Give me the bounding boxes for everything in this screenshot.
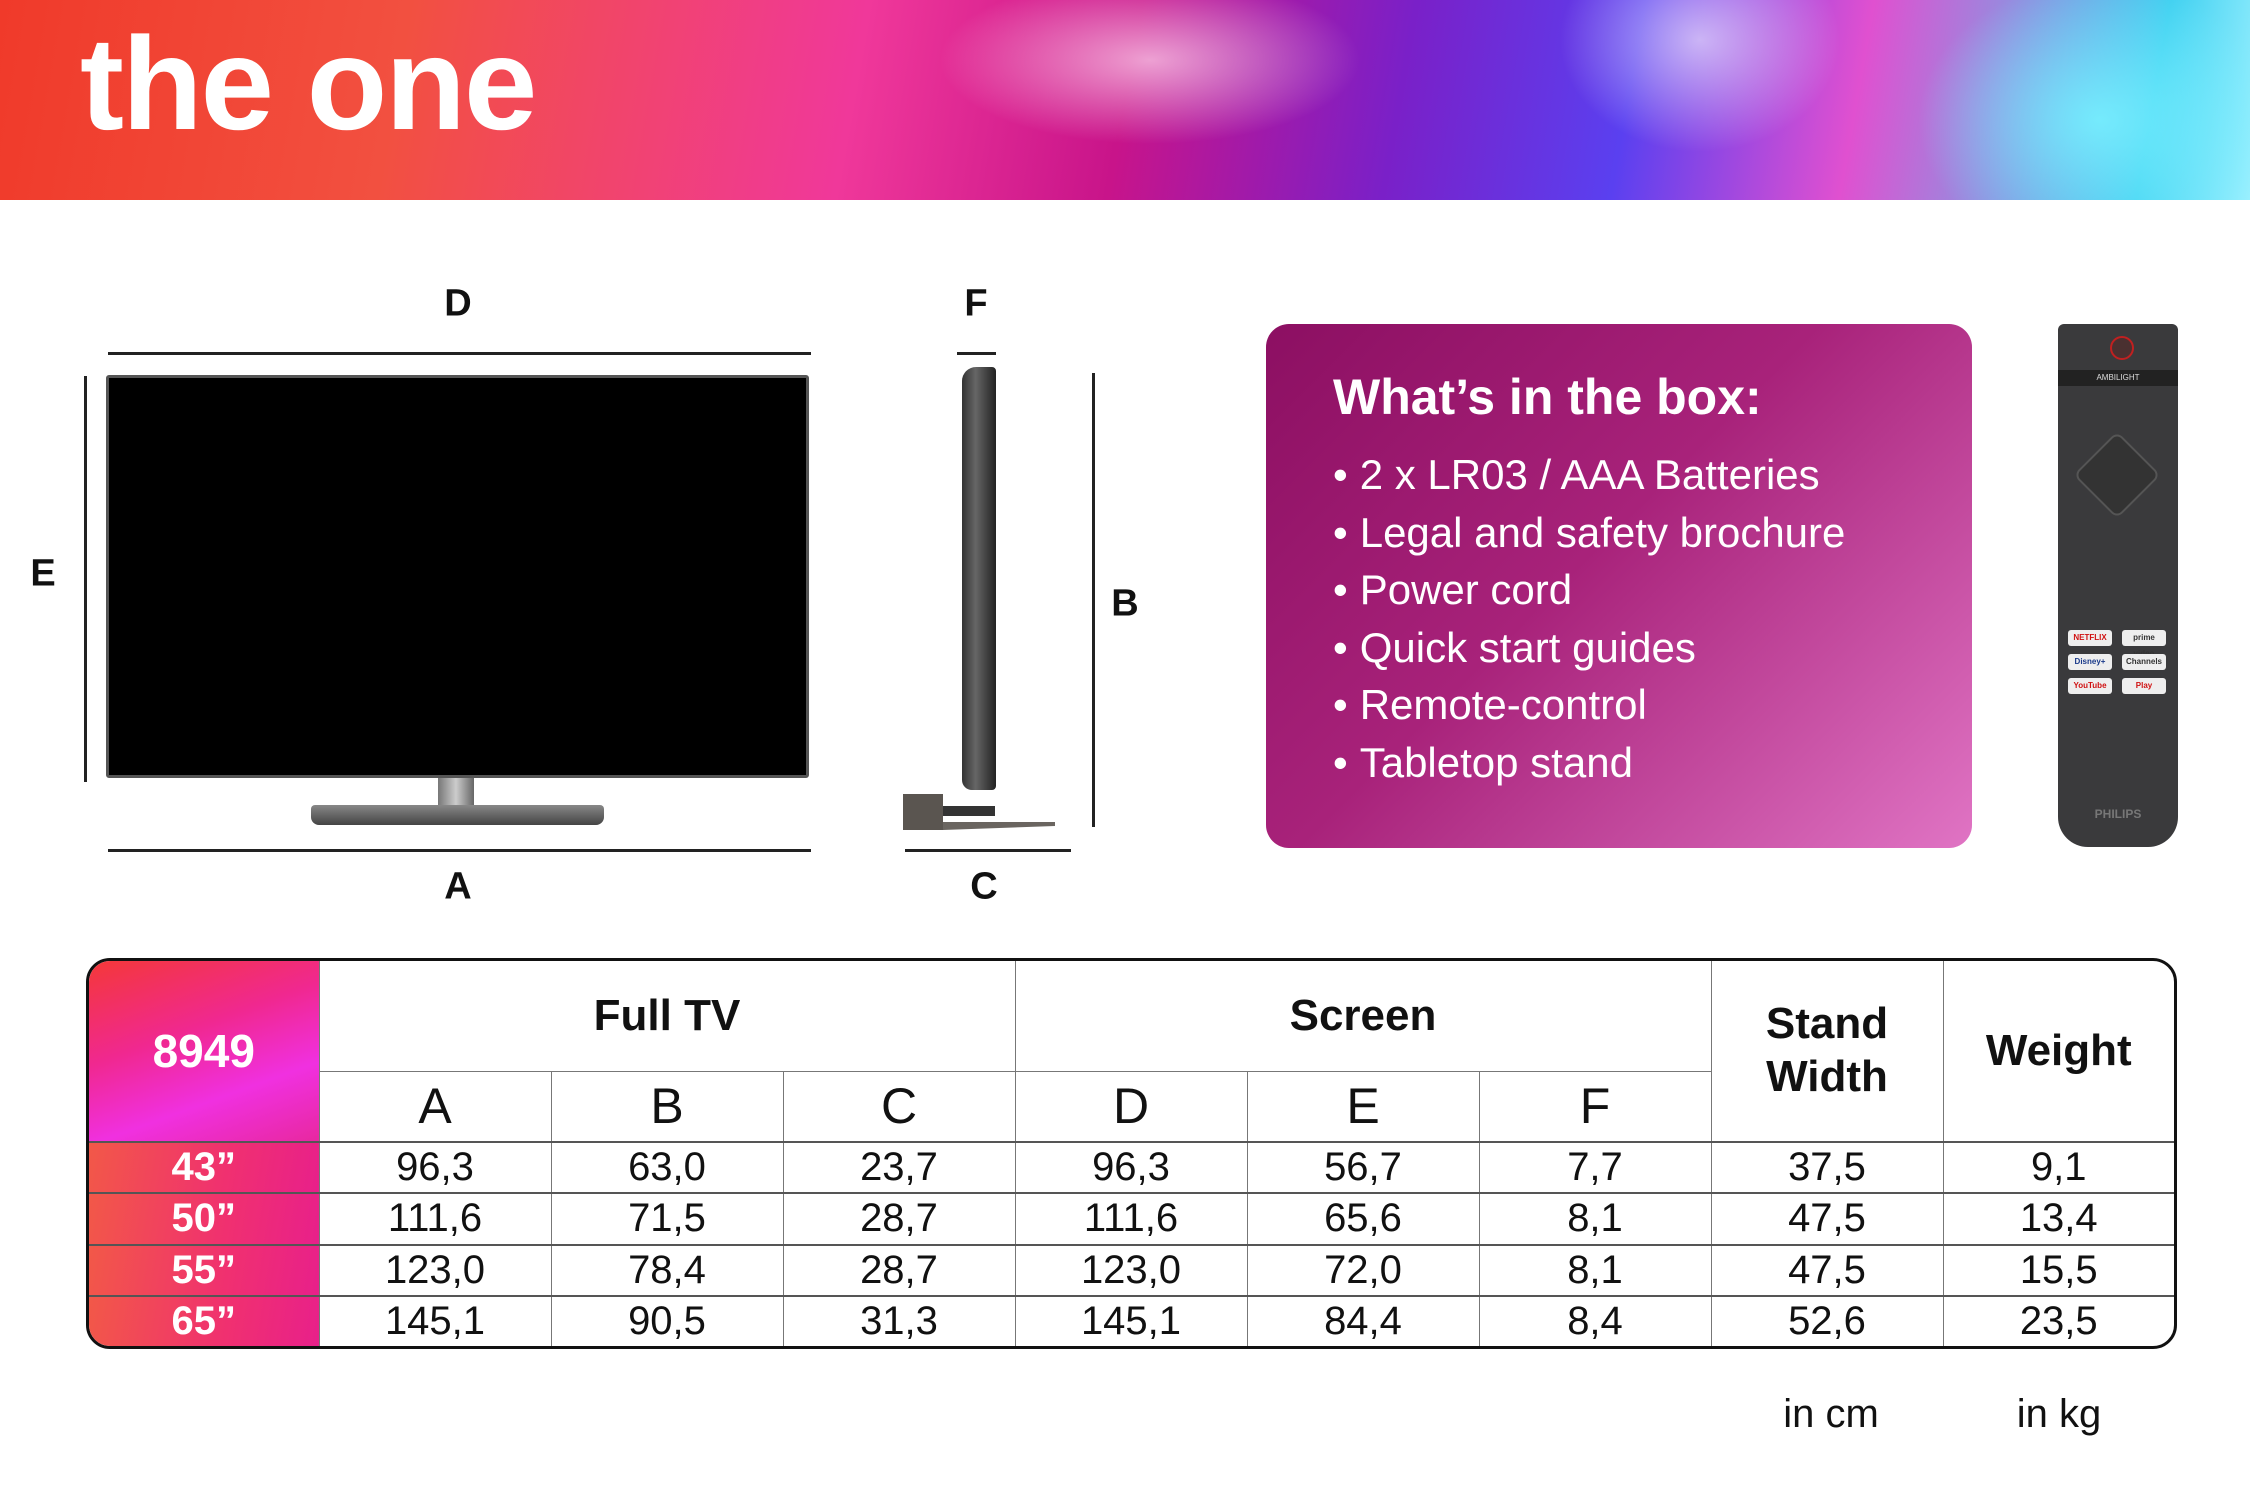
row-size: 55” xyxy=(89,1243,320,1297)
table-cell: 111,6 xyxy=(1014,1192,1248,1246)
app-button-youtube: YouTube xyxy=(2068,678,2112,694)
box-title: What’s in the box: xyxy=(1333,369,1762,425)
label-d: D xyxy=(444,282,472,325)
table-cell: 9,1 xyxy=(1942,1141,2174,1194)
tv-stand-base xyxy=(311,805,604,825)
table-cell: 13,4 xyxy=(1942,1192,2174,1246)
table-cell: 28,7 xyxy=(782,1243,1016,1297)
table-row: 65” 145,1 90,5 31,3 145,1 84,4 8,4 52,6 23,5 xyxy=(89,1294,2174,1346)
table-cell: 28,7 xyxy=(782,1192,1016,1246)
table-cell: 23,7 xyxy=(782,1141,1016,1194)
model-number: 8949 xyxy=(89,961,319,1143)
col-header-a: A xyxy=(318,1070,552,1143)
label-c: C xyxy=(970,865,998,908)
app-button-play: Play xyxy=(2122,678,2166,694)
table-cell: 37,5 xyxy=(1710,1141,1944,1194)
table-cell: 72,0 xyxy=(1246,1243,1480,1297)
dimension-line-a xyxy=(108,849,811,852)
group-screen: Screen xyxy=(1014,961,1712,1072)
tv-side-profile xyxy=(962,367,996,790)
table-cell: 47,5 xyxy=(1710,1192,1944,1246)
table-cell: 8,4 xyxy=(1478,1294,1712,1346)
table-row: 50” 111,6 71,5 28,7 111,6 65,6 8,1 47,5 13,4 xyxy=(89,1192,2174,1246)
table-cell: 84,4 xyxy=(1246,1294,1480,1346)
header-banner: the one xyxy=(0,0,2250,200)
box-item: 2 x LR03 / AAA Batteries xyxy=(1333,446,1972,504)
table-cell: 90,5 xyxy=(550,1294,784,1346)
app-button-channels: Channels xyxy=(2122,654,2166,670)
table-cell: 15,5 xyxy=(1942,1243,2174,1297)
box-item: Quick start guides xyxy=(1333,619,1972,677)
table-cell: 96,3 xyxy=(1014,1141,1248,1194)
unit-cm: in cm xyxy=(1783,1392,1879,1436)
table-cell: 123,0 xyxy=(1014,1243,1248,1297)
table-cell: 145,1 xyxy=(318,1294,552,1346)
dimensions-table: 8949 Full TV Screen Stand Width Weight A… xyxy=(86,958,2177,1349)
tv-stand-neck xyxy=(438,778,474,806)
group-weight: Weight xyxy=(1942,961,2174,1143)
col-header-f: F xyxy=(1478,1070,1712,1143)
row-size: 43” xyxy=(89,1141,320,1194)
tv-side-stand xyxy=(903,794,1055,830)
table-cell: 78,4 xyxy=(550,1243,784,1297)
table-cell: 31,3 xyxy=(782,1294,1016,1346)
box-items-list: 2 x LR03 / AAA Batteries Legal and safet… xyxy=(1333,446,1972,791)
box-contents-panel: What’s in the box: 2 x LR03 / AAA Batter… xyxy=(1266,324,1972,848)
label-b: B xyxy=(1111,582,1139,625)
table-cell: 8,1 xyxy=(1478,1243,1712,1297)
app-button-netflix: NETFLIX xyxy=(2068,630,2112,646)
table-row: 55” 123,0 78,4 28,7 123,0 72,0 8,1 47,5 15,5 xyxy=(89,1243,2174,1297)
col-header-c: C xyxy=(782,1070,1016,1143)
dimension-line-d xyxy=(108,352,811,355)
table-cell: 56,7 xyxy=(1246,1141,1480,1194)
app-button-disney: Disney+ xyxy=(2068,654,2112,670)
group-full-tv: Full TV xyxy=(318,961,1016,1072)
remote-control-image: AMBILIGHT NETFLIX prime video Disney+ Ch… xyxy=(2058,324,2178,847)
label-e: E xyxy=(30,552,56,595)
table-cell: 96,3 xyxy=(318,1141,552,1194)
brand-title: the one xyxy=(80,10,537,157)
col-header-e: E xyxy=(1246,1070,1480,1143)
unit-kg: in kg xyxy=(2016,1392,2102,1436)
col-header-b: B xyxy=(550,1070,784,1143)
table-cell: 52,6 xyxy=(1710,1294,1944,1346)
dimension-line-b xyxy=(1092,373,1095,827)
table-cell: 65,6 xyxy=(1246,1192,1480,1246)
table-cell: 145,1 xyxy=(1014,1294,1248,1346)
table-cell: 63,0 xyxy=(550,1141,784,1194)
tv-front-screen xyxy=(106,375,809,778)
table-cell: 23,5 xyxy=(1942,1294,2174,1346)
table-cell: 123,0 xyxy=(318,1243,552,1297)
dimension-line-f xyxy=(957,352,996,355)
remote-ambilight-label: AMBILIGHT xyxy=(2058,370,2178,386)
dimension-line-c xyxy=(905,849,1071,852)
group-stand-width: Stand Width xyxy=(1710,961,1944,1143)
table-row: 43” 96,3 63,0 23,7 96,3 56,7 7,7 37,5 9,1 xyxy=(89,1141,2174,1194)
col-header-d: D xyxy=(1014,1070,1248,1143)
remote-brand-logo: PHILIPS xyxy=(2094,807,2142,821)
app-button-prime: prime video xyxy=(2122,630,2166,658)
box-item: Legal and safety brochure xyxy=(1333,504,1972,562)
box-item: Tabletop stand xyxy=(1333,734,1972,792)
label-f: F xyxy=(964,282,988,325)
box-item: Power cord xyxy=(1333,561,1972,619)
row-size: 65” xyxy=(89,1294,320,1346)
dimension-line-e xyxy=(84,376,87,782)
table-cell: 8,1 xyxy=(1478,1192,1712,1246)
table-cell: 47,5 xyxy=(1710,1243,1944,1297)
dpad-icon xyxy=(2073,431,2161,519)
label-a: A xyxy=(444,865,472,908)
row-size: 50” xyxy=(89,1192,320,1246)
power-icon xyxy=(2110,336,2134,360)
table-cell: 7,7 xyxy=(1478,1141,1712,1194)
table-cell: 111,6 xyxy=(318,1192,552,1246)
table-cell: 71,5 xyxy=(550,1192,784,1246)
box-item: Remote-control xyxy=(1333,676,1972,734)
